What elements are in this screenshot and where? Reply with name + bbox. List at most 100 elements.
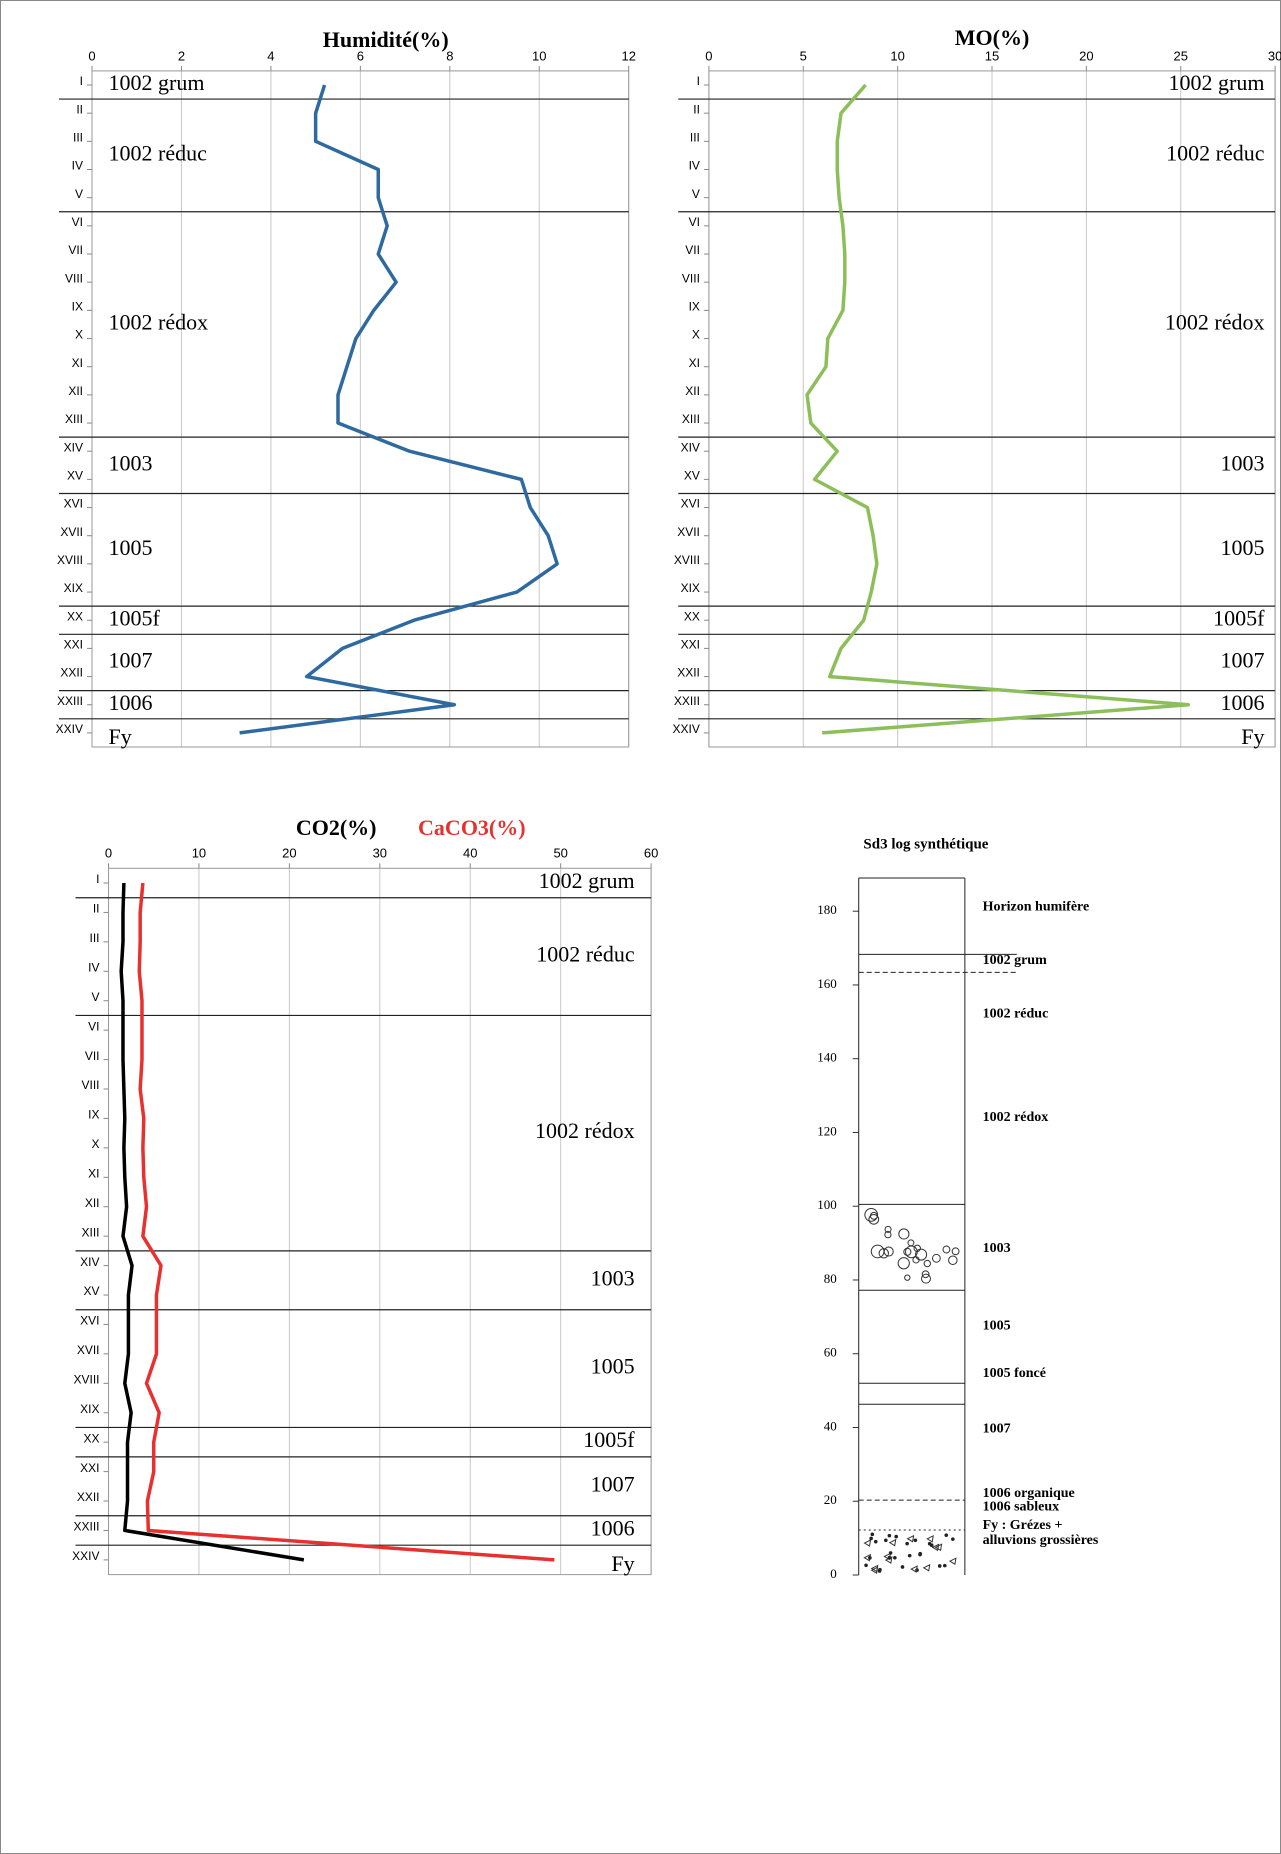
y-tick-label: X <box>75 328 83 342</box>
gravel <box>903 1247 912 1256</box>
x-tick-label: 20 <box>1079 48 1093 63</box>
layer-label: 1005 foncé <box>983 1366 1046 1381</box>
y-tick-label: 160 <box>817 976 837 991</box>
y-tick-label: III <box>90 931 100 945</box>
x-tick-label: 10 <box>532 48 546 63</box>
horizon-label: 1002 réduc <box>536 942 635 967</box>
y-tick-label: XIII <box>82 1225 100 1239</box>
y-tick-label: XII <box>85 1196 100 1210</box>
horizon-label: 1006 <box>591 1516 635 1541</box>
horizon-label: 1002 grum <box>1169 70 1265 95</box>
y-tick-label: XIX <box>64 581 83 595</box>
horizon-label: 1005 <box>109 535 153 560</box>
y-tick-label: 0 <box>830 1566 837 1581</box>
horizon-label: 1002 réduc <box>109 140 208 165</box>
y-tick-label: XVIII <box>57 553 83 567</box>
layer-label: 1007 <box>983 1422 1011 1437</box>
x-tick-label: 10 <box>192 846 206 861</box>
y-tick-label: XVI <box>681 497 700 511</box>
y-tick-label: XIX <box>681 581 700 595</box>
x-tick-label: 50 <box>553 846 567 861</box>
sand <box>894 1534 898 1539</box>
x-tick-label: 2 <box>178 48 185 63</box>
y-tick-label: IX <box>72 300 83 314</box>
y-tick-label: XVI <box>80 1314 99 1328</box>
horizon-label: Fy <box>611 1551 634 1576</box>
legend-entry: CaCO3(%) <box>418 815 526 840</box>
y-tick-label: III <box>73 131 83 145</box>
pebble <box>926 1534 934 1543</box>
y-tick-label: 20 <box>824 1492 837 1507</box>
layer-label: 1006 organique <box>983 1486 1075 1501</box>
y-tick-label: VI <box>72 215 83 229</box>
y-tick-label: XV <box>67 469 83 483</box>
y-tick-label: 60 <box>824 1345 837 1360</box>
layer-label: 1006 sableux <box>983 1500 1060 1515</box>
horizon-label: 1007 <box>109 648 153 673</box>
gravel <box>951 1247 960 1256</box>
gravel <box>870 1244 885 1259</box>
y-tick-label: XI <box>72 356 83 370</box>
plot-frame <box>708 70 1276 748</box>
pebble <box>910 1565 918 1573</box>
y-tick-label: XV <box>84 1284 100 1298</box>
x-tick-label: 12 <box>621 48 635 63</box>
x-tick-label: 0 <box>88 48 95 63</box>
horizon-label: 1002 grum <box>109 70 205 95</box>
y-tick-label: VIII <box>82 1078 100 1092</box>
sand <box>918 1551 923 1556</box>
horizon-label: 1005 <box>591 1354 635 1379</box>
y-tick-label: XIII <box>65 412 83 426</box>
sand <box>884 1538 888 1543</box>
y-tick-label: XXIII <box>674 694 700 708</box>
sand <box>905 1541 909 1546</box>
y-tick-label: 40 <box>824 1418 837 1433</box>
y-tick-label: XVII <box>60 525 83 539</box>
y-tick-label: XV <box>684 469 700 483</box>
horizon-label: Fy <box>1241 724 1264 749</box>
plot-frame <box>108 867 652 1576</box>
sand <box>944 1533 949 1537</box>
sand <box>907 1553 912 1558</box>
y-tick-label: IV <box>689 159 700 173</box>
x-tick-label: 15 <box>985 48 999 63</box>
gravel <box>898 1228 910 1240</box>
sand <box>869 1536 873 1541</box>
y-tick-label: XVII <box>77 1343 100 1357</box>
gravel <box>884 1230 892 1239</box>
gravel <box>915 1248 928 1261</box>
y-tick-label: XVI <box>64 497 83 511</box>
y-tick-label: I <box>80 74 83 88</box>
pebble <box>870 1564 879 1573</box>
x-tick-label: 0 <box>705 48 712 63</box>
sand <box>900 1565 905 1569</box>
y-tick-label: XIV <box>80 1255 99 1269</box>
x-tick-label: 60 <box>644 846 658 861</box>
horizon-label: 1007 <box>591 1471 635 1496</box>
x-tick-label: 10 <box>890 48 904 63</box>
y-tick-label: XVII <box>677 525 700 539</box>
horizon-label: 1006 <box>109 690 153 715</box>
layer-label: 1002 grum <box>983 953 1047 968</box>
pebble <box>906 1534 915 1543</box>
y-tick-label: VII <box>68 243 83 257</box>
y-tick-label: XIV <box>64 440 83 454</box>
horizon-label: 1002 rédox <box>535 1118 635 1143</box>
y-tick-label: I <box>96 872 99 886</box>
sand <box>873 1539 878 1544</box>
gravel <box>869 1211 878 1220</box>
y-tick-label: XXI <box>681 638 700 652</box>
y-tick-label: XIII <box>682 412 700 426</box>
y-tick-label: II <box>76 102 83 116</box>
gravel <box>923 1259 931 1268</box>
horizon-label: 1005 <box>1220 535 1264 560</box>
x-tick-label: 6 <box>357 48 364 63</box>
layer-label: 1002 réduc <box>983 1007 1049 1022</box>
y-tick-label: XIV <box>681 440 700 454</box>
horizon-label: 1005f <box>1213 605 1265 630</box>
y-tick-label: VII <box>85 1049 100 1063</box>
profile-line <box>805 83 1191 735</box>
x-tick-label: 30 <box>373 846 387 861</box>
chart-title: Humidité(%) <box>323 27 449 52</box>
y-tick-label: XX <box>684 609 700 623</box>
